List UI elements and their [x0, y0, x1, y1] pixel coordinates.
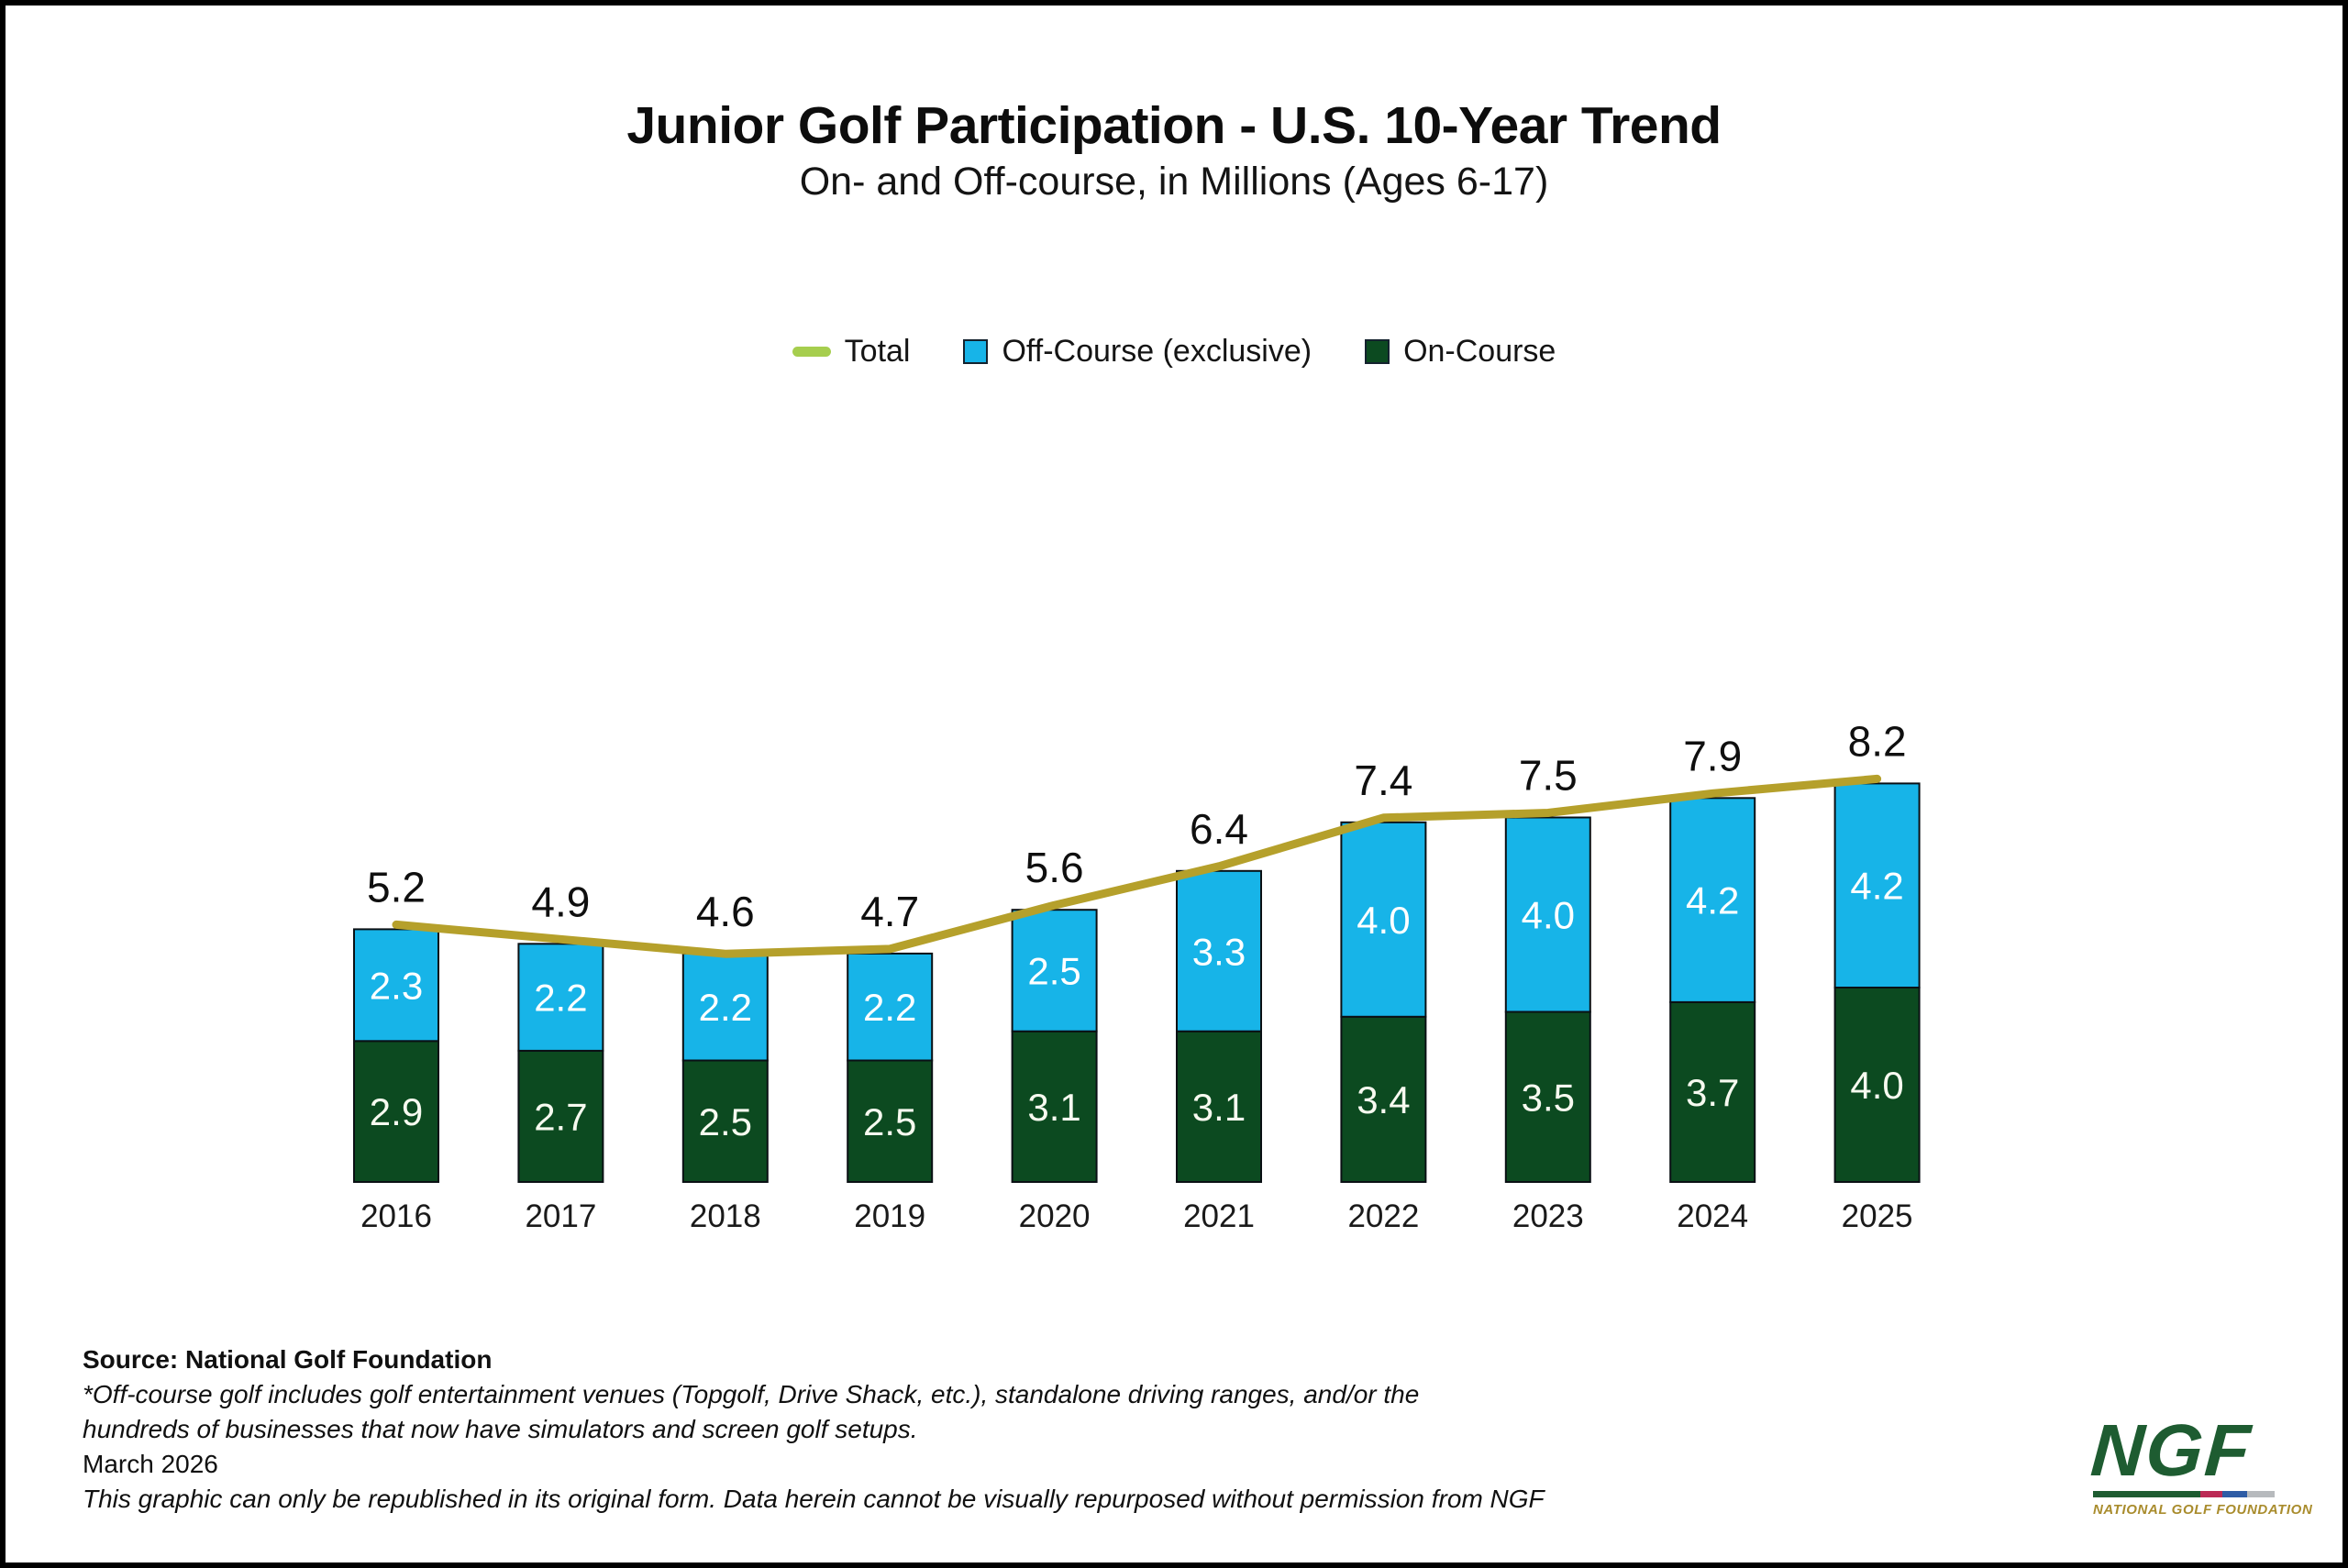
source-note: Source: National Golf Foundation [83, 1345, 493, 1374]
bar-off-course-2023 [1504, 816, 1591, 1013]
label-on-course-2024: 3.7 [1686, 1071, 1739, 1114]
axis-label-2024: 2024 [1677, 1198, 1748, 1234]
stacked-bar-chart: 2.3 2.9 5.2 2016 2.2 2.7 4.9 2017 2.2 2.5 4.6 2018 2… [353, 717, 1921, 1234]
label-off-course-2025: 4.2 [1850, 865, 1903, 908]
bar-on-course-2020 [1011, 1030, 1098, 1183]
bar-off-course-2018 [681, 952, 769, 1062]
axis-label-2019: 2019 [854, 1198, 925, 1234]
legend-item-off-course: Off-Course (exclusive) [963, 334, 1312, 370]
off-course-swatch-icon [963, 339, 989, 364]
ngf-logo-bar-segment-0 [2093, 1491, 2200, 1497]
page-subtitle: On- and Off-course, in Millions (Ages 6-… [799, 160, 1549, 204]
axis-label-2022: 2022 [1347, 1198, 1419, 1234]
bar-on-course-2019 [847, 1059, 934, 1183]
ngf-logo-bar [2093, 1491, 2275, 1497]
republish-note: This graphic can only be republished in … [83, 1485, 1545, 1513]
label-total-2016: 5.2 [367, 863, 426, 911]
label-on-course-2022: 3.4 [1357, 1078, 1410, 1121]
ngf-logo-acronym: NGF [2088, 1409, 2255, 1491]
bar-on-course-2023 [1504, 1010, 1591, 1183]
label-on-course-2020: 3.1 [1027, 1086, 1080, 1129]
bar-off-course-2024 [1669, 797, 1756, 1003]
label-total-2017: 4.9 [531, 878, 590, 925]
legend-item-on-course: On-Course [1365, 334, 1556, 370]
label-on-course-2023: 3.5 [1522, 1076, 1575, 1119]
total-line [392, 774, 1882, 958]
legend-item-total: Total [792, 334, 911, 370]
label-total-2023: 7.5 [1519, 752, 1578, 800]
label-on-course-2019: 2.5 [863, 1100, 916, 1143]
axis-label-2025: 2025 [1842, 1198, 1913, 1234]
label-total-2021: 6.4 [1190, 805, 1248, 853]
label-on-course-2018: 2.5 [699, 1100, 752, 1143]
bar-off-course-2025 [1833, 782, 1921, 989]
bar-on-course-2024 [1669, 1000, 1756, 1184]
axis-label-2023: 2023 [1512, 1198, 1584, 1234]
page-title: Junior Golf Participation - U.S. 10-Year… [626, 96, 1722, 155]
label-on-course-2016: 2.9 [370, 1090, 423, 1133]
label-off-course-2023: 4.0 [1522, 894, 1575, 937]
label-on-course-2025: 4.0 [1850, 1064, 1903, 1107]
bar-off-course-2016 [353, 928, 439, 1043]
bar-off-course-2020 [1011, 909, 1098, 1032]
legend-label-on-course: On-Course [1403, 334, 1556, 369]
label-off-course-2022: 4.0 [1357, 899, 1410, 942]
bar-on-course-2022 [1340, 1015, 1427, 1184]
chart-legend: Total Off-Course (exclusive) On-Course [6, 334, 2342, 370]
footer-notes: Source: National Golf Foundation *Off-co… [83, 1342, 1545, 1517]
total-line-swatch-icon [792, 347, 831, 357]
disclaimer-line-2: hundreds of businesses that now have sim… [83, 1415, 918, 1443]
label-total-2019: 4.7 [860, 888, 919, 935]
label-on-course-2017: 2.7 [534, 1095, 587, 1138]
label-on-course-2021: 3.1 [1192, 1086, 1246, 1129]
label-off-course-2024: 4.2 [1686, 879, 1739, 922]
bar-on-course-2016 [353, 1040, 439, 1184]
ngf-logo-bar-segment-3 [2247, 1491, 2275, 1497]
disclaimer-line-1: *Off-course golf includes golf entertain… [83, 1380, 1420, 1408]
axis-label-2017: 2017 [525, 1198, 596, 1234]
label-total-2024: 7.9 [1683, 732, 1742, 779]
axis-label-2020: 2020 [1019, 1198, 1091, 1234]
bar-off-course-2019 [847, 952, 934, 1062]
legend-label-off-course: Off-Course (exclusive) [1002, 334, 1312, 369]
bar-on-course-2025 [1833, 987, 1921, 1183]
legend-label-total: Total [844, 334, 911, 369]
label-total-2022: 7.4 [1354, 756, 1412, 804]
ngf-logo: NGF NATIONAL GOLF FOUNDATION [2088, 1409, 2312, 1518]
axis-label-2016: 2016 [360, 1198, 432, 1234]
label-total-2020: 5.6 [1025, 844, 1084, 891]
label-total-2018: 4.6 [696, 888, 755, 935]
label-off-course-2016: 2.3 [370, 964, 423, 1007]
label-off-course-2019: 2.2 [863, 986, 916, 1029]
label-off-course-2017: 2.2 [534, 977, 587, 1020]
publish-date: March 2026 [83, 1450, 218, 1478]
on-course-swatch-icon [1365, 339, 1390, 364]
bar-off-course-2022 [1340, 821, 1427, 1018]
ngf-logo-name: NATIONAL GOLF FOUNDATION [2093, 1502, 2313, 1518]
ngf-logo-bar-segment-2 [2221, 1491, 2248, 1497]
bar-off-course-2017 [517, 943, 604, 1052]
bar-off-course-2021 [1176, 869, 1262, 1032]
ngf-logo-bar-segment-1 [2199, 1491, 2222, 1497]
axis-label-2021: 2021 [1183, 1198, 1255, 1234]
label-off-course-2020: 2.5 [1027, 949, 1080, 992]
axis-label-2018: 2018 [690, 1198, 761, 1234]
label-off-course-2021: 3.3 [1192, 930, 1246, 973]
label-off-course-2018: 2.2 [699, 986, 752, 1029]
label-total-2025: 8.2 [1848, 717, 1907, 765]
